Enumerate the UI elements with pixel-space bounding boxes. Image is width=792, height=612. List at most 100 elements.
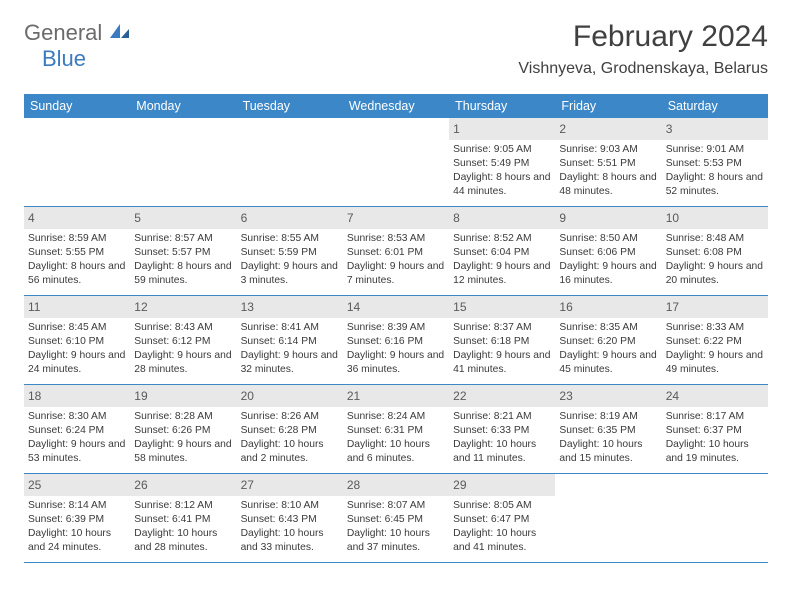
day-cell: 29 Sunrise: 8:05 AMSunset: 6:47 PMDayligh…	[449, 474, 555, 562]
day-header-fri: Friday	[555, 94, 661, 118]
day-number: 7	[347, 211, 354, 225]
sunset-text: Sunset: 5:51 PM	[559, 157, 657, 171]
sunrise-text: Sunrise: 8:50 AM	[559, 232, 657, 246]
day-number: 24	[666, 389, 679, 403]
sunset-text: Sunset: 5:55 PM	[28, 246, 126, 260]
day-info: Sunrise: 8:57 AMSunset: 5:57 PMDaylight:…	[134, 232, 232, 288]
sunset-text: Sunset: 5:53 PM	[666, 157, 764, 171]
day-number: 12	[134, 300, 147, 314]
daylight-text: Daylight: 9 hours and 36 minutes.	[347, 349, 445, 377]
day-cell: 10Sunrise: 8:48 AMSunset: 6:08 PMDayligh…	[662, 207, 768, 295]
daynum-row: 4	[24, 207, 130, 229]
day-cell: 22Sunrise: 8:21 AMSunset: 6:33 PMDayligh…	[449, 385, 555, 473]
location-text: Vishnyeva, Grodnenskaya, Belarus	[518, 60, 768, 78]
daynum-row	[343, 118, 449, 122]
day-info: Sunrise: 8:33 AMSunset: 6:22 PMDaylight:…	[666, 321, 764, 377]
day-cell: 28Sunrise: 8:07 AMSunset: 6:45 PMDayligh…	[343, 474, 449, 562]
daylight-text: Daylight: 10 hours and 37 minutes.	[347, 527, 445, 555]
day-cell: 8Sunrise: 8:52 AMSunset: 6:04 PMDaylight…	[449, 207, 555, 295]
day-info: Sunrise: 8:52 AMSunset: 6:04 PMDaylight:…	[453, 232, 551, 288]
day-number: 15	[453, 300, 466, 314]
daynum-row: 2	[555, 118, 661, 140]
day-header-row: Sunday Monday Tuesday Wednesday Thursday…	[24, 94, 768, 118]
day-cell: 3 Sunrise: 9:01 AMSunset: 5:53 PMDaylight…	[662, 118, 768, 206]
day-number: 27	[241, 478, 254, 492]
sunrise-text: Sunrise: 8:45 AM	[28, 321, 126, 335]
sunrise-text: Sunrise: 8:30 AM	[28, 410, 126, 424]
daylight-text: Daylight: 9 hours and 28 minutes.	[134, 349, 232, 377]
day-info: Sunrise: 8:05 AMSunset: 6:47 PMDaylight:…	[453, 499, 551, 555]
day-info: Sunrise: 8:24 AMSunset: 6:31 PMDaylight:…	[347, 410, 445, 466]
sunset-text: Sunset: 6:24 PM	[28, 424, 126, 438]
day-info: Sunrise: 9:05 AMSunset: 5:49 PMDaylight:…	[453, 143, 551, 199]
day-info: Sunrise: 8:37 AMSunset: 6:18 PMDaylight:…	[453, 321, 551, 377]
sunrise-text: Sunrise: 8:37 AM	[453, 321, 551, 335]
sunrise-text: Sunrise: 8:41 AM	[241, 321, 339, 335]
daylight-text: Daylight: 9 hours and 16 minutes.	[559, 260, 657, 288]
day-cell: 14Sunrise: 8:39 AMSunset: 6:16 PMDayligh…	[343, 296, 449, 384]
day-header-sat: Saturday	[662, 94, 768, 118]
daynum-row: 12	[130, 296, 236, 318]
sunset-text: Sunset: 6:31 PM	[347, 424, 445, 438]
day-number: 29	[453, 478, 466, 492]
day-cell	[24, 118, 130, 206]
day-cell	[555, 474, 661, 562]
sunrise-text: Sunrise: 9:03 AM	[559, 143, 657, 157]
sunrise-text: Sunrise: 8:39 AM	[347, 321, 445, 335]
daylight-text: Daylight: 9 hours and 20 minutes.	[666, 260, 764, 288]
daylight-text: Daylight: 10 hours and 11 minutes.	[453, 438, 551, 466]
day-cell: 15 Sunrise: 8:37 AMSunset: 6:18 PMDayligh…	[449, 296, 555, 384]
day-info: Sunrise: 8:26 AMSunset: 6:28 PMDaylight:…	[241, 410, 339, 466]
sunset-text: Sunset: 6:18 PM	[453, 335, 551, 349]
sunrise-text: Sunrise: 8:21 AM	[453, 410, 551, 424]
day-cell	[662, 474, 768, 562]
sunset-text: Sunset: 6:20 PM	[559, 335, 657, 349]
sunset-text: Sunset: 6:06 PM	[559, 246, 657, 260]
sunrise-text: Sunrise: 8:26 AM	[241, 410, 339, 424]
daynum-row: 25	[24, 474, 130, 496]
day-header-wed: Wednesday	[343, 94, 449, 118]
day-cell: 24Sunrise: 8:17 AMSunset: 6:37 PMDayligh…	[662, 385, 768, 473]
sunset-text: Sunset: 6:04 PM	[453, 246, 551, 260]
daynum-row: 13	[237, 296, 343, 318]
daylight-text: Daylight: 8 hours and 48 minutes.	[559, 171, 657, 199]
day-info: Sunrise: 8:19 AMSunset: 6:35 PMDaylight:…	[559, 410, 657, 466]
logo-part2: Blue	[42, 46, 86, 71]
daynum-row	[237, 118, 343, 122]
daylight-text: Daylight: 10 hours and 19 minutes.	[666, 438, 764, 466]
day-cell: 6Sunrise: 8:55 AMSunset: 5:59 PMDaylight…	[237, 207, 343, 295]
day-number: 13	[241, 300, 254, 314]
week-row: 18Sunrise: 8:30 AMSunset: 6:24 PMDayligh…	[24, 385, 768, 474]
day-info: Sunrise: 8:45 AMSunset: 6:10 PMDaylight:…	[28, 321, 126, 377]
day-cell: 20Sunrise: 8:26 AMSunset: 6:28 PMDayligh…	[237, 385, 343, 473]
daynum-row: 15	[449, 296, 555, 318]
week-row: 1Sunrise: 9:05 AMSunset: 5:49 PMDaylight…	[24, 118, 768, 207]
day-info: Sunrise: 8:21 AMSunset: 6:33 PMDaylight:…	[453, 410, 551, 466]
daynum-row: 3	[662, 118, 768, 140]
calendar: Sunday Monday Tuesday Wednesday Thursday…	[24, 94, 768, 563]
sunset-text: Sunset: 6:22 PM	[666, 335, 764, 349]
sunrise-text: Sunrise: 8:07 AM	[347, 499, 445, 513]
day-cell: 2 Sunrise: 9:03 AMSunset: 5:51 PMDaylight…	[555, 118, 661, 206]
sunrise-text: Sunrise: 9:01 AM	[666, 143, 764, 157]
daynum-row	[555, 474, 661, 478]
daynum-row: 19	[130, 385, 236, 407]
daylight-text: Daylight: 9 hours and 49 minutes.	[666, 349, 764, 377]
sunset-text: Sunset: 6:14 PM	[241, 335, 339, 349]
weeks-container: 1Sunrise: 9:05 AMSunset: 5:49 PMDaylight…	[24, 118, 768, 563]
daynum-row: 29	[449, 474, 555, 496]
day-info: Sunrise: 9:01 AMSunset: 5:53 PMDaylight:…	[666, 143, 764, 199]
daylight-text: Daylight: 9 hours and 58 minutes.	[134, 438, 232, 466]
day-info: Sunrise: 8:53 AMSunset: 6:01 PMDaylight:…	[347, 232, 445, 288]
sunrise-text: Sunrise: 8:53 AM	[347, 232, 445, 246]
daynum-row: 7	[343, 207, 449, 229]
daynum-row: 10	[662, 207, 768, 229]
sunrise-text: Sunrise: 8:10 AM	[241, 499, 339, 513]
day-info: Sunrise: 9:03 AMSunset: 5:51 PMDaylight:…	[559, 143, 657, 199]
sunset-text: Sunset: 6:12 PM	[134, 335, 232, 349]
day-number: 10	[666, 211, 679, 225]
day-cell: 12Sunrise: 8:43 AMSunset: 6:12 PMDayligh…	[130, 296, 236, 384]
day-number: 23	[559, 389, 572, 403]
day-info: Sunrise: 8:55 AMSunset: 5:59 PMDaylight:…	[241, 232, 339, 288]
day-info: Sunrise: 8:14 AMSunset: 6:39 PMDaylight:…	[28, 499, 126, 555]
